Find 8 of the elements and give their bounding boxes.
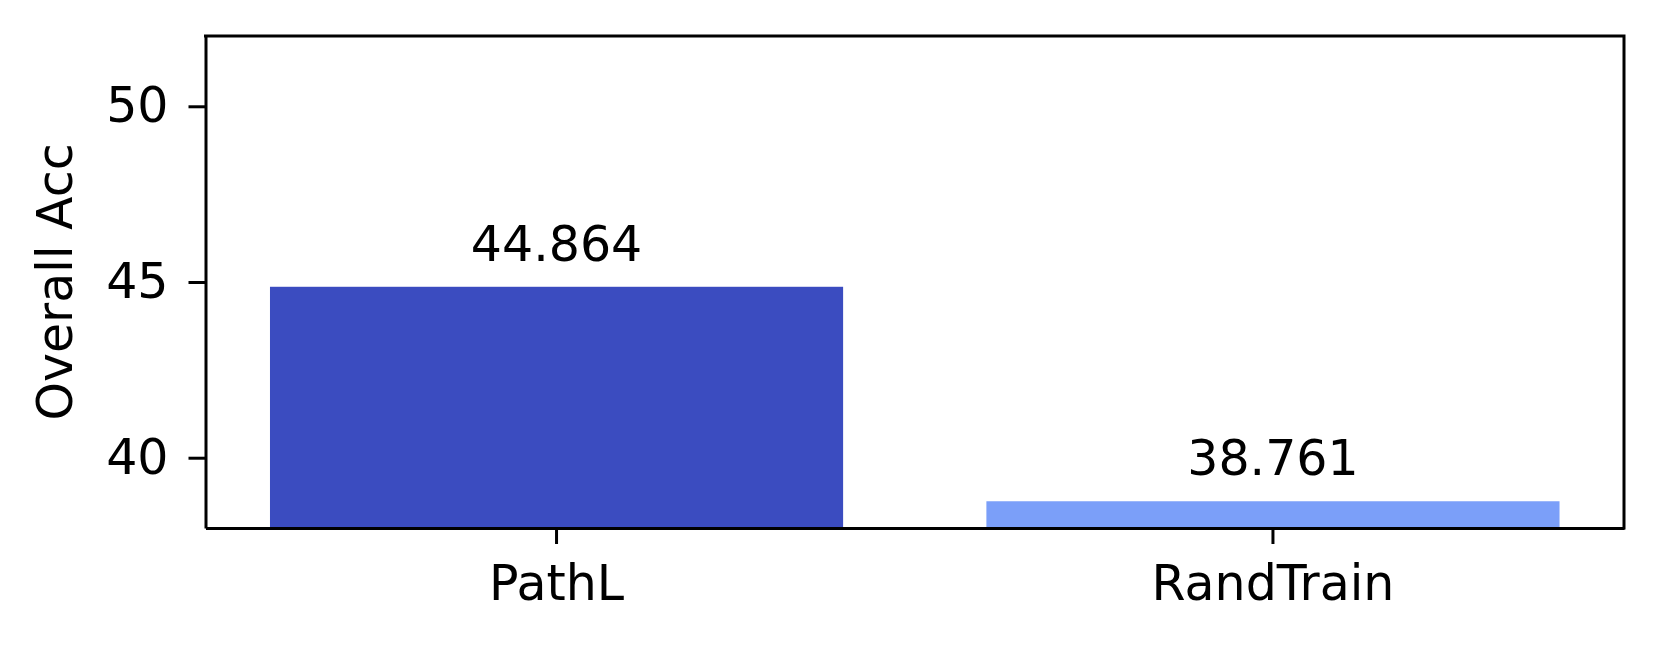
y-axis-title: Overall Acc [27,143,84,421]
y-tick-label: 50 [106,77,169,135]
data-label: 38.761 [1187,430,1359,488]
y-tick-label: 40 [106,428,169,486]
x-tick-label: PathL [489,554,625,612]
x-tick-label: RandTrain [1151,554,1395,612]
data-label: 44.864 [470,215,643,273]
y-tick-label: 45 [106,253,169,311]
